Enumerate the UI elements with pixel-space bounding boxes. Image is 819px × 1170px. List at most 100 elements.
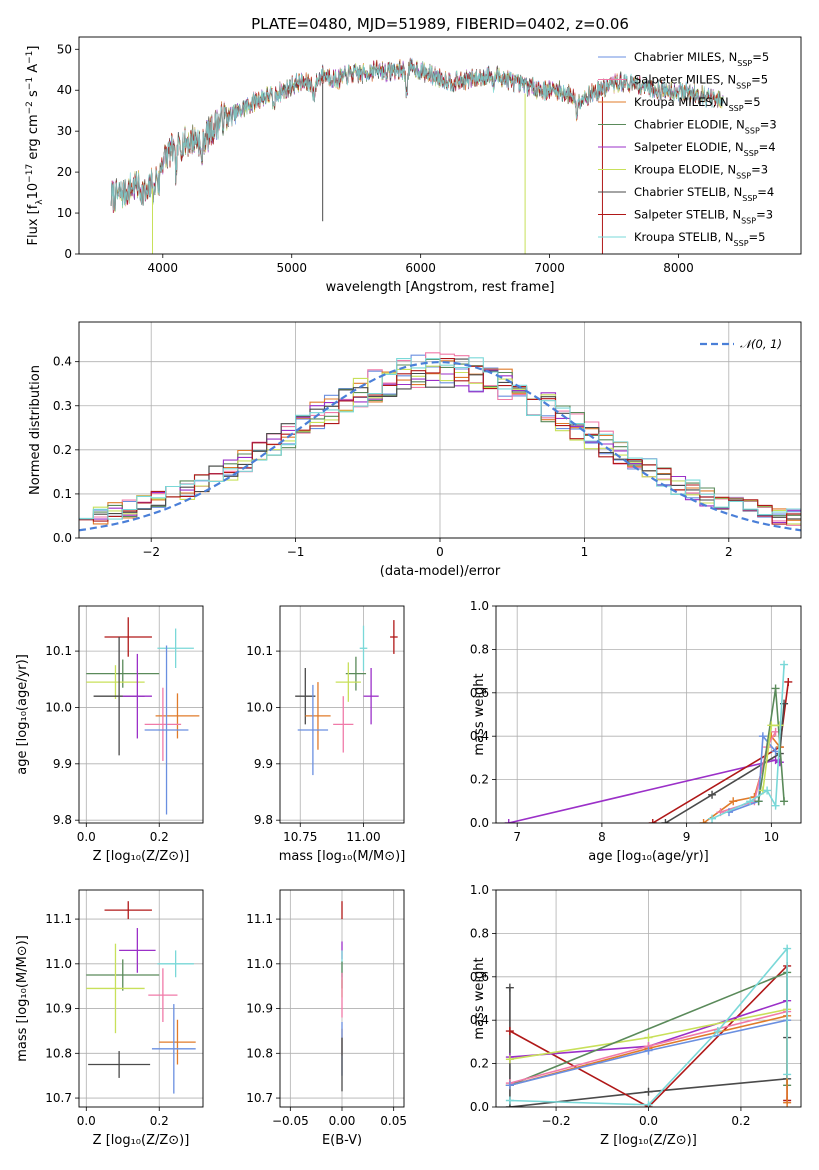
legend-nssp-value: 3 — [761, 163, 768, 177]
weight-marker — [783, 1098, 792, 1107]
tick-labels: −2 −1 0 1 2 0.0 0.1 0.2 0.3 0.4 — [53, 355, 733, 559]
weight-marker — [771, 684, 780, 693]
errorbar-chabrier-miles — [297, 684, 329, 776]
weight-marker — [505, 1027, 514, 1036]
errorbar-kroupa-stelib — [157, 950, 194, 978]
x-tick-label: 7000 — [534, 261, 565, 275]
axes-frame — [78, 605, 204, 824]
legend-nssp-eq: = — [749, 230, 759, 244]
weight-line — [508, 759, 781, 823]
errorbar-chabrier-stelib — [295, 668, 316, 725]
spectrum-lines — [110, 57, 724, 254]
legend-label: Salpeter STELIB, NSSP=3 — [634, 208, 773, 226]
legend-nssp-sub: SSP — [745, 126, 760, 135]
weight-marker — [783, 944, 792, 953]
legend-nssp-value: 4 — [767, 185, 774, 199]
x-tick-label: 10 — [764, 830, 779, 844]
x-axis-label: wavelength [Angstrom, rest frame] — [326, 280, 555, 295]
x-tick-label: 8 — [598, 830, 606, 844]
y-tick-label: 11.1 — [45, 912, 72, 926]
weight-marker — [644, 1046, 653, 1055]
errorbar-salpeter-miles — [144, 687, 182, 761]
gaussian-curve — [79, 360, 801, 532]
x-tick-label: 0.2 — [150, 830, 169, 844]
x-tick-label: −0.05 — [272, 1114, 309, 1128]
legend-nssp-eq: = — [760, 118, 770, 132]
y-tick-label: 0.4 — [53, 355, 72, 369]
y-tick-label: 0.4 — [470, 729, 489, 743]
legend-name: Kroupa STELIB — [634, 230, 718, 244]
legend-nssp-value: 5 — [758, 230, 765, 244]
y-axis-label: Normed distribution — [28, 365, 43, 495]
y-tick-label: 0 — [64, 247, 72, 261]
legend-label: 𝒩(0, 1) — [740, 337, 782, 351]
x-tick-label: 4000 — [148, 261, 179, 275]
y-tick-label: 0.3 — [53, 399, 72, 413]
legend-label: Salpeter MILES, NSSP=5 — [634, 73, 768, 91]
y-axis-label-part: −17 — [25, 164, 35, 183]
y-axis-label-part: −2 — [25, 101, 35, 114]
weight-marker — [713, 1027, 722, 1036]
axes-frame — [495, 889, 802, 1108]
y-tick-label: 10.1 — [246, 644, 273, 658]
weight-marker — [505, 1096, 514, 1105]
x-tick-label: 10.75 — [283, 830, 317, 844]
y-tick-label: 10.1 — [45, 644, 72, 658]
weight-marker — [708, 790, 717, 799]
figure-title: PLATE=0480, MJD=51989, FIBERID=0402, z=0… — [251, 15, 629, 33]
y-tick-label: 9.9 — [53, 757, 72, 771]
errorbar-kroupa-stelib — [359, 625, 368, 671]
weight-marker — [775, 758, 784, 767]
x-tick-label: 7 — [513, 830, 521, 844]
mass-vs-ebv-panel: −0.05 0.00 0.05 10.7 10.8 10.9 11.0 11.1 E(B-V) — [246, 889, 407, 1148]
weight-marker — [644, 1087, 653, 1096]
y-tick-label: 0.2 — [470, 773, 489, 787]
weight-marker — [758, 732, 767, 741]
y-tick-label: 10.8 — [246, 1046, 273, 1060]
errorbar-kroupa-stelib — [157, 628, 194, 668]
x-axis-label: Z [log₁₀(Z/Z⊙)] — [93, 1133, 190, 1148]
histogram-chabrier-stelib — [79, 358, 801, 520]
weight-line — [711, 664, 785, 820]
x-tick-label: 9 — [683, 830, 691, 844]
y-tick-label: 0.0 — [53, 531, 72, 545]
y-tick-label: 1.0 — [470, 883, 489, 897]
weight-series-kroupa-stelib — [708, 660, 789, 823]
legend-nssp-eq: = — [756, 208, 766, 222]
errorbar-kroupa-miles — [305, 682, 331, 750]
y-axis-label: mass [log₁₀(M/M⊙)] — [15, 935, 30, 1062]
age-vs-metallicity-panel: 0.0 0.2 9.8 9.9 10.0 10.1 Z [log₁₀(Z/Z⊙)] age [… — [15, 605, 204, 864]
y-tick-label: 0.0 — [470, 816, 489, 830]
y-tick-label: 10.9 — [246, 1002, 273, 1016]
weight-marker — [505, 983, 514, 992]
weight-series-salpeter-stelib — [648, 677, 793, 823]
x-axis-label: mass [log₁₀(M/M⊙)] — [279, 849, 406, 864]
y-tick-label: 11.1 — [246, 912, 273, 926]
x-axis-label: Z [log₁₀(Z/Z⊙)] — [600, 1133, 697, 1148]
tick-labels: 7 8 9 10 0.0 0.2 0.4 0.6 0.8 1.0 — [470, 599, 779, 844]
legend-nssp-sub: SSP — [736, 81, 751, 90]
legend-nssp-prefix: , N — [718, 230, 734, 244]
y-axis-label-part: −1 — [25, 77, 35, 90]
errorbar-chabrier-elodie — [86, 659, 160, 688]
y-tick-label: 10.9 — [45, 1002, 72, 1016]
spectrum-panel: 4000 5000 6000 7000 8000 0 10 20 30 40 50 wavelengt… — [25, 36, 802, 295]
tick-labels: 4000 5000 6000 7000 8000 0 10 20 30 40 50 — [57, 42, 694, 275]
y-tick-label: 10.0 — [45, 700, 72, 714]
weight-marker — [505, 1081, 514, 1090]
errorbar-kroupa-elodie — [335, 662, 361, 702]
weight-marker — [648, 819, 657, 823]
legend-name: Chabrier ELODIE — [634, 118, 729, 132]
legend-nssp-value: 3 — [766, 208, 773, 222]
y-axis-label-part: s — [26, 90, 41, 101]
legend-nssp-eq: = — [751, 73, 761, 87]
legend-label: Kroupa ELODIE, NSSP=3 — [634, 163, 768, 181]
errorbar-salpeter-miles — [333, 696, 354, 753]
legend-name: Salpeter ELODIE — [634, 140, 728, 154]
errorbar-salpeter-elodie — [363, 668, 379, 725]
tick-labels: 0.0 0.2 10.7 10.8 10.9 11.0 11.1 — [45, 912, 169, 1128]
y-axis-label-part: 10 — [26, 183, 41, 200]
y-tick-label: 0.4 — [470, 1013, 489, 1027]
x-tick-label: −1 — [287, 545, 305, 559]
axes-frame — [78, 36, 802, 255]
